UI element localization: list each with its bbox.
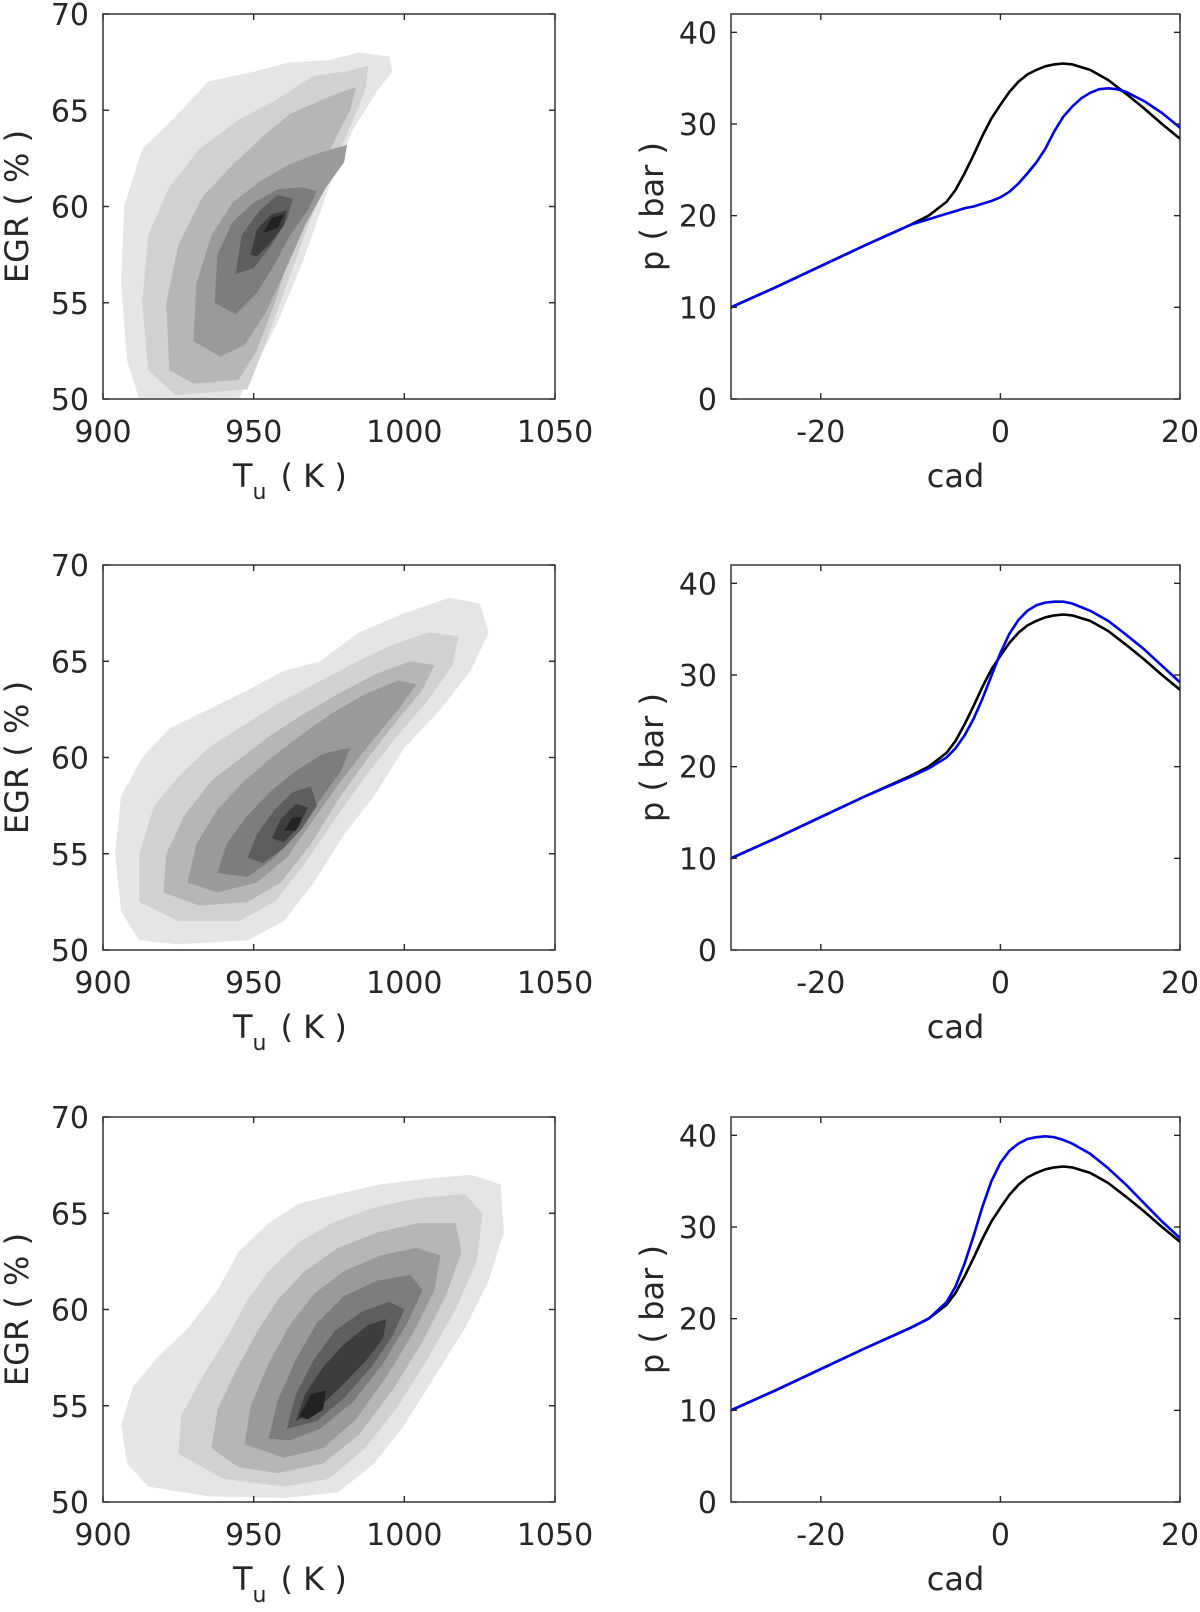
x-tick-label: 1050 (517, 966, 593, 1001)
y-tick-label: 65 (51, 645, 89, 680)
y-tick-label: 40 (679, 16, 717, 51)
y-axis-label: p ( bar ) (633, 142, 671, 271)
chart-panel-row1-right: -20 0 20 0 10 20 30 40 cad p ( bar ) (633, 13, 1199, 495)
series-line-2 (731, 1135, 1180, 1412)
y-tick-label: 70 (51, 549, 89, 584)
series-line-1 (731, 613, 1180, 860)
x-axis-label-main: T (232, 1560, 253, 1598)
y-tick-label: 40 (679, 1119, 717, 1154)
plot-frame (730, 1116, 1181, 1503)
plot-frame (730, 564, 1181, 951)
y-tick-label: 60 (51, 1294, 89, 1329)
y-tick-label: 50 (51, 934, 89, 969)
y-tick-label: 65 (51, 94, 89, 129)
y-tick-label: 0 (698, 383, 717, 418)
y-tick-label: 60 (51, 742, 89, 777)
x-tick-label: 0 (991, 415, 1010, 450)
contour-level-8 (283, 817, 302, 831)
x-axis-label-unit: ( K ) (281, 1560, 347, 1598)
x-tick-label: 1050 (517, 415, 593, 450)
plot-area (731, 1135, 1180, 1412)
x-axis-label: Tu ( K ) (232, 1560, 347, 1608)
y-axis-label: EGR ( % ) (0, 1233, 36, 1386)
x-tick-label: 1050 (517, 1518, 593, 1553)
y-axis-label: p ( bar ) (633, 693, 671, 822)
x-tick-label: 1000 (366, 415, 442, 450)
x-tick-label: 900 (74, 1518, 131, 1553)
chart-panel-row2-left: 900 950 1000 1050 50 55 60 65 70 Tu ( K ) EGR ( % ) (0, 549, 593, 1056)
x-axis-label-sub: u (253, 480, 267, 505)
y-tick-label: 70 (51, 0, 89, 33)
x-axis-label-sub: u (253, 1583, 267, 1608)
plot-area (731, 62, 1180, 309)
chart-panel-row2-right: -20 0 20 0 10 20 30 40 cad p ( bar ) (633, 564, 1199, 1046)
y-tick-label: 55 (51, 287, 89, 322)
x-tick-label: 1000 (366, 1518, 442, 1553)
y-tick-label: 55 (51, 1390, 89, 1425)
x-tick-label: 20 (1161, 966, 1199, 1001)
x-axis-label: cad (927, 457, 985, 495)
y-tick-label: 65 (51, 1197, 89, 1232)
y-tick-label: 20 (679, 200, 717, 235)
x-tick-label: 0 (991, 966, 1010, 1001)
plot-area (115, 597, 489, 945)
y-tick-label: 50 (51, 1486, 89, 1521)
x-tick-label: -20 (796, 966, 845, 1001)
x-axis-label: cad (927, 1008, 985, 1046)
x-tick-label: 900 (74, 966, 131, 1001)
x-axis-label-sub: u (253, 1031, 267, 1056)
chart-panel-row3-right: -20 0 20 0 10 20 30 40 cad p ( bar ) (633, 1116, 1199, 1598)
chart-panel-row1-left: 900 950 1000 1050 50 55 60 65 70 Tu ( K ) EGR ( % ) (0, 0, 593, 505)
y-tick-label: 60 (51, 191, 89, 226)
x-tick-label: 0 (991, 1518, 1010, 1553)
plot-area (731, 600, 1180, 860)
y-tick-label: 70 (51, 1101, 89, 1136)
y-tick-label: 55 (51, 838, 89, 873)
plot-frame (730, 13, 1181, 400)
y-tick-label: 30 (679, 659, 717, 694)
x-tick-label: 20 (1161, 415, 1199, 450)
x-axis-label: Tu ( K ) (232, 457, 347, 505)
y-tick-label: 10 (679, 291, 717, 326)
x-axis-label: cad (927, 1560, 985, 1598)
x-tick-label: -20 (796, 1518, 845, 1553)
y-tick-label: 10 (679, 842, 717, 877)
chart-panel-row3-left: 900 950 1000 1050 50 55 60 65 70 Tu ( K ) EGR ( % ) (0, 1101, 593, 1608)
series-line-1 (731, 62, 1180, 309)
y-tick-label: 0 (698, 1486, 717, 1521)
y-tick-label: 20 (679, 1303, 717, 1338)
plot-area (121, 52, 393, 399)
y-axis-label: p ( bar ) (633, 1245, 671, 1374)
x-axis-label-main: T (232, 1008, 253, 1046)
series-line-2 (731, 87, 1180, 309)
x-axis-label-unit: ( K ) (281, 1008, 347, 1046)
y-tick-label: 0 (698, 934, 717, 969)
y-tick-label: 20 (679, 751, 717, 786)
y-tick-label: 50 (51, 383, 89, 418)
x-axis-label: Tu ( K ) (232, 1008, 347, 1056)
x-tick-label: -20 (796, 415, 845, 450)
x-axis-label-unit: ( K ) (281, 457, 347, 495)
y-axis-label: EGR ( % ) (0, 130, 36, 283)
y-tick-label: 30 (679, 108, 717, 143)
series-line-2 (731, 600, 1180, 860)
y-tick-label: 40 (679, 567, 717, 602)
plot-area (121, 1174, 504, 1499)
x-tick-label: 950 (225, 966, 282, 1001)
x-tick-label: 900 (74, 415, 131, 450)
contour-level-8 (298, 1390, 326, 1420)
contour-level-8 (262, 214, 284, 234)
x-tick-label: 950 (225, 415, 282, 450)
x-tick-label: 1000 (366, 966, 442, 1001)
x-tick-label: 20 (1161, 1518, 1199, 1553)
y-tick-label: 10 (679, 1394, 717, 1429)
x-tick-label: 950 (225, 1518, 282, 1553)
y-axis-label: EGR ( % ) (0, 681, 36, 834)
x-axis-label-main: T (232, 457, 253, 495)
y-tick-label: 30 (679, 1211, 717, 1246)
